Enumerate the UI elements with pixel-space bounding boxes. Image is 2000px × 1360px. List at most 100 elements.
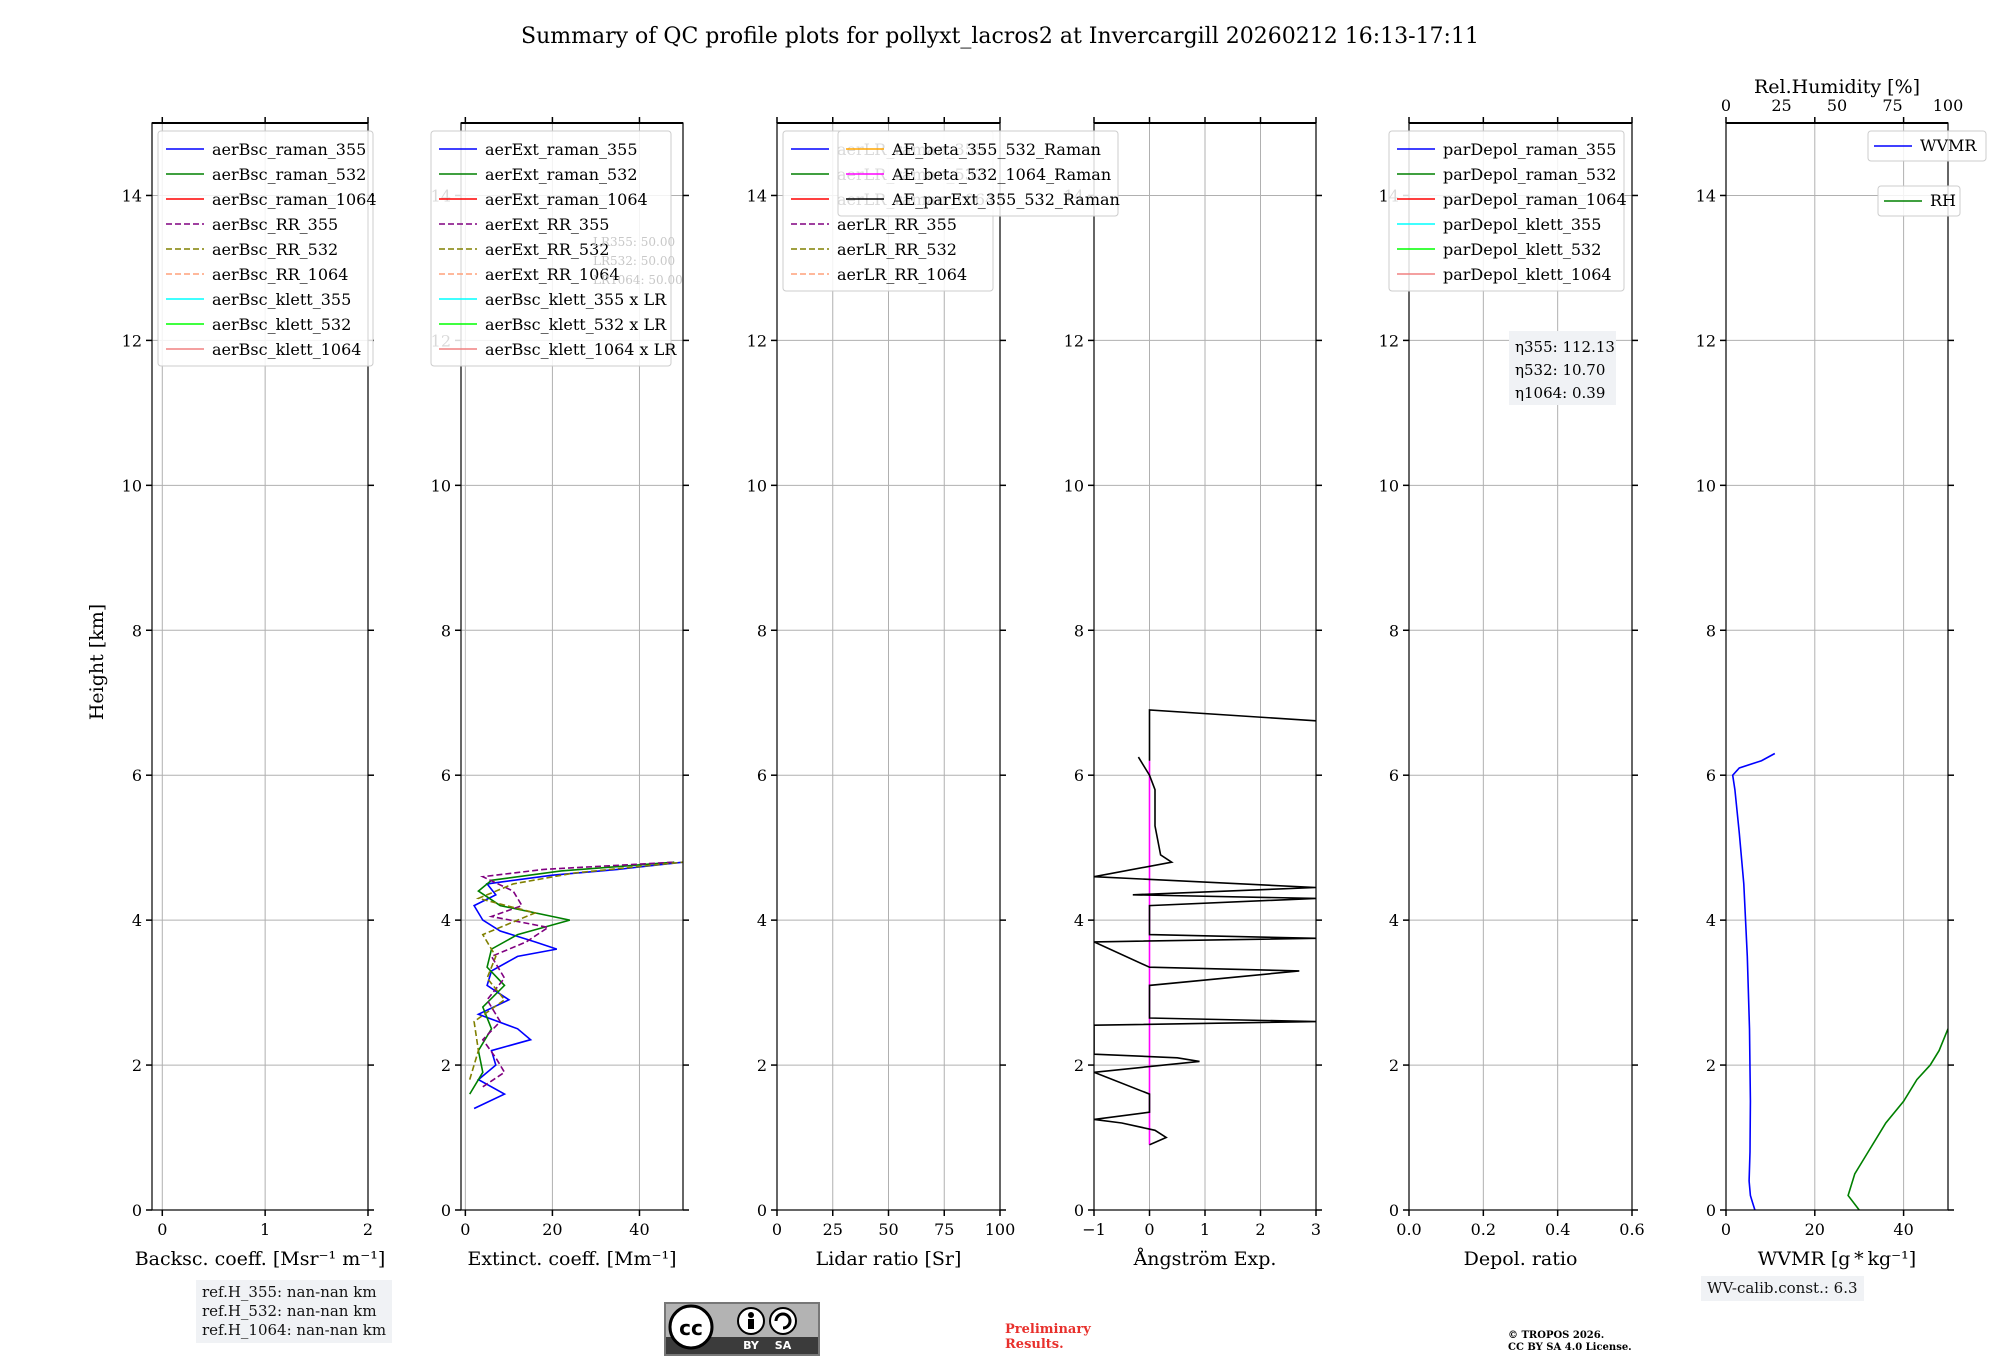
wv-calibration-text: WV-calib.const.: 6.3 — [1707, 1279, 1858, 1297]
y-tick-label: 12 — [747, 331, 767, 350]
reference-heights-box: ref.H_355: nan-nan km ref.H_532: nan-nan… — [196, 1280, 393, 1343]
y-tick-label: 2 — [1706, 1056, 1716, 1075]
legend-label: aerBsc_RR_1064 — [212, 265, 348, 284]
subplot-wv: 0 20 40 0 2 4 6 8 10 12 14 WVMR [g * kg⁻¹] 0 25 50 75 10… — [1696, 76, 1987, 1270]
legend-box — [1388, 130, 1625, 292]
series-aerext-raman-355 — [472, 861, 683, 1110]
x2-tick-label: 0 — [1721, 96, 1731, 115]
y-tick-label: 0 — [757, 1201, 767, 1220]
legend-box — [430, 130, 672, 367]
cc-license-badge: cc BY SA — [664, 1302, 820, 1356]
x-tick-label: 40 — [1893, 1220, 1913, 1239]
y-tick-label: 6 — [441, 766, 451, 785]
x-tick-label: 0.4 — [1545, 1220, 1570, 1239]
y-tick-label: 0 — [1389, 1201, 1399, 1220]
y-tick-label: 0 — [1074, 1201, 1084, 1220]
x-tick-label: −1 — [1082, 1220, 1106, 1239]
lr-annotation-line: LR355: 50.00 — [593, 235, 675, 249]
preliminary-line-2: Results. — [1005, 1337, 1064, 1352]
eta-annotation-line: η1064: 0.39 — [1515, 384, 1605, 402]
series-ae-parext-355-532-raman-upper — [1148, 709, 1316, 761]
copyright-line-2: CC BY SA 4.0 License. — [1508, 1342, 1632, 1353]
series-rh — [1847, 1028, 1948, 1210]
legend-label: aerBsc_klett_532 — [212, 315, 351, 334]
y-tick-label: 2 — [1074, 1056, 1084, 1075]
y-tick-label: 8 — [1706, 621, 1716, 640]
x-tick-label: 20 — [1805, 1220, 1825, 1239]
series-aerext-rr-355 — [479, 861, 675, 1088]
y-tick-label: 4 — [1706, 911, 1716, 930]
y-tick-label: 10 — [122, 476, 142, 495]
ref-height-355: ref.H_355: nan-nan km — [202, 1283, 377, 1301]
x2-tick-label: 75 — [1882, 96, 1902, 115]
legend-label: aerBsc_klett_532 x LR — [485, 315, 667, 334]
x-tick-label: 40 — [629, 1220, 649, 1239]
series-wvmr — [1731, 752, 1776, 1210]
x-tick-label: 0.2 — [1471, 1220, 1496, 1239]
x-tick-label: 20 — [542, 1220, 562, 1239]
y-tick-label: 6 — [1389, 766, 1399, 785]
y-tick-label: 6 — [757, 766, 767, 785]
y-tick-label: 8 — [757, 621, 767, 640]
y-tick-label: 4 — [441, 911, 451, 930]
x2-tick-label: 50 — [1827, 96, 1847, 115]
x-tick-label: 1 — [260, 1220, 270, 1239]
x-tick-label: 75 — [934, 1220, 954, 1239]
legend-label: aerBsc_klett_355 — [212, 290, 351, 309]
y-tick-label: 4 — [1389, 911, 1399, 930]
legend-box — [1867, 130, 1987, 162]
y-tick-label: 0 — [441, 1201, 451, 1220]
legend-box — [837, 130, 1119, 217]
y-tick-label: 14 — [1696, 186, 1716, 205]
legend-label: WVMR — [1920, 136, 1977, 155]
legend-label: aerBsc_klett_1064 — [212, 340, 361, 359]
legend-label: aerBsc_raman_1064 — [212, 190, 377, 209]
y-tick-label: 6 — [1706, 766, 1716, 785]
copyright-line-1: © TROPOS 2026. — [1508, 1330, 1605, 1341]
subplot-lr: 0 25 50 75 100 0 2 4 6 8 10 12 14 Lidar ratio [Sr] aer… — [747, 117, 1015, 1270]
y-tick-label: 4 — [1074, 911, 1084, 930]
y-tick-label: 4 — [757, 911, 767, 930]
lr-annotation-line: LR1064: 50.00 — [593, 273, 683, 287]
legend-label: aerExt_RR_532 — [485, 240, 609, 259]
x-tick-label: 50 — [878, 1220, 898, 1239]
y-tick-label: 8 — [132, 621, 142, 640]
ref-height-1064: ref.H_1064: nan-nan km — [202, 1321, 387, 1339]
sa-cycle-icon — [769, 1307, 797, 1335]
y-tick-label: 10 — [1379, 476, 1399, 495]
y-tick-label: 12 — [1696, 331, 1716, 350]
x-tick-label: 2 — [363, 1220, 373, 1239]
sa-label: SA — [775, 1339, 792, 1352]
legend-label: aerExt_raman_532 — [485, 165, 638, 184]
copyright-notice: © TROPOS 2026. CC BY SA 4.0 License. — [1508, 1330, 1632, 1354]
subplot-ext: 0204002468101214Extinct. coeff. [Mm⁻¹]ae… — [430, 117, 689, 1270]
eta-annotation-line: η532: 10.70 — [1515, 361, 1605, 379]
x-tick-label: 0 — [772, 1220, 782, 1239]
legend-label: aerLR_RR_1064 — [837, 265, 967, 284]
y-axis-label: Height [km] — [86, 604, 108, 720]
legend-label: parDepol_klett_532 — [1443, 240, 1601, 259]
series-aerext-rr-532 — [468, 861, 683, 1080]
legend-label: aerBsc_klett_355 x LR — [485, 290, 667, 309]
legend-label: aerLR_RR_355 — [837, 215, 957, 234]
y-tick-label: 12 — [1379, 331, 1399, 350]
y-tick-label: 10 — [1064, 476, 1084, 495]
y-tick-label: 14 — [122, 186, 142, 205]
legend-label: aerExt_raman_1064 — [485, 190, 648, 209]
x-axis-label: Ångström Exp. — [1133, 1248, 1277, 1270]
x-axis-label: Extinct. coeff. [Mm⁻¹] — [467, 1248, 676, 1270]
x-axis-label: Lidar ratio [Sr] — [816, 1248, 962, 1270]
x2-tick-label: 25 — [1771, 96, 1791, 115]
legend-label: RH — [1930, 191, 1956, 210]
x-tick-label: 0.6 — [1619, 1220, 1644, 1239]
legend-label: aerExt_RR_355 — [485, 215, 609, 234]
x-axis-label: Depol. ratio — [1464, 1248, 1578, 1270]
legend-label: aerExt_raman_355 — [485, 140, 638, 159]
y-tick-label: 6 — [132, 766, 142, 785]
ref-height-532: ref.H_532: nan-nan km — [202, 1302, 377, 1320]
lr-annotation-line: LR532: 50.00 — [593, 254, 675, 268]
legend-label: parDepol_klett_355 — [1443, 215, 1601, 234]
cc-logo-text: cc — [679, 1316, 703, 1340]
